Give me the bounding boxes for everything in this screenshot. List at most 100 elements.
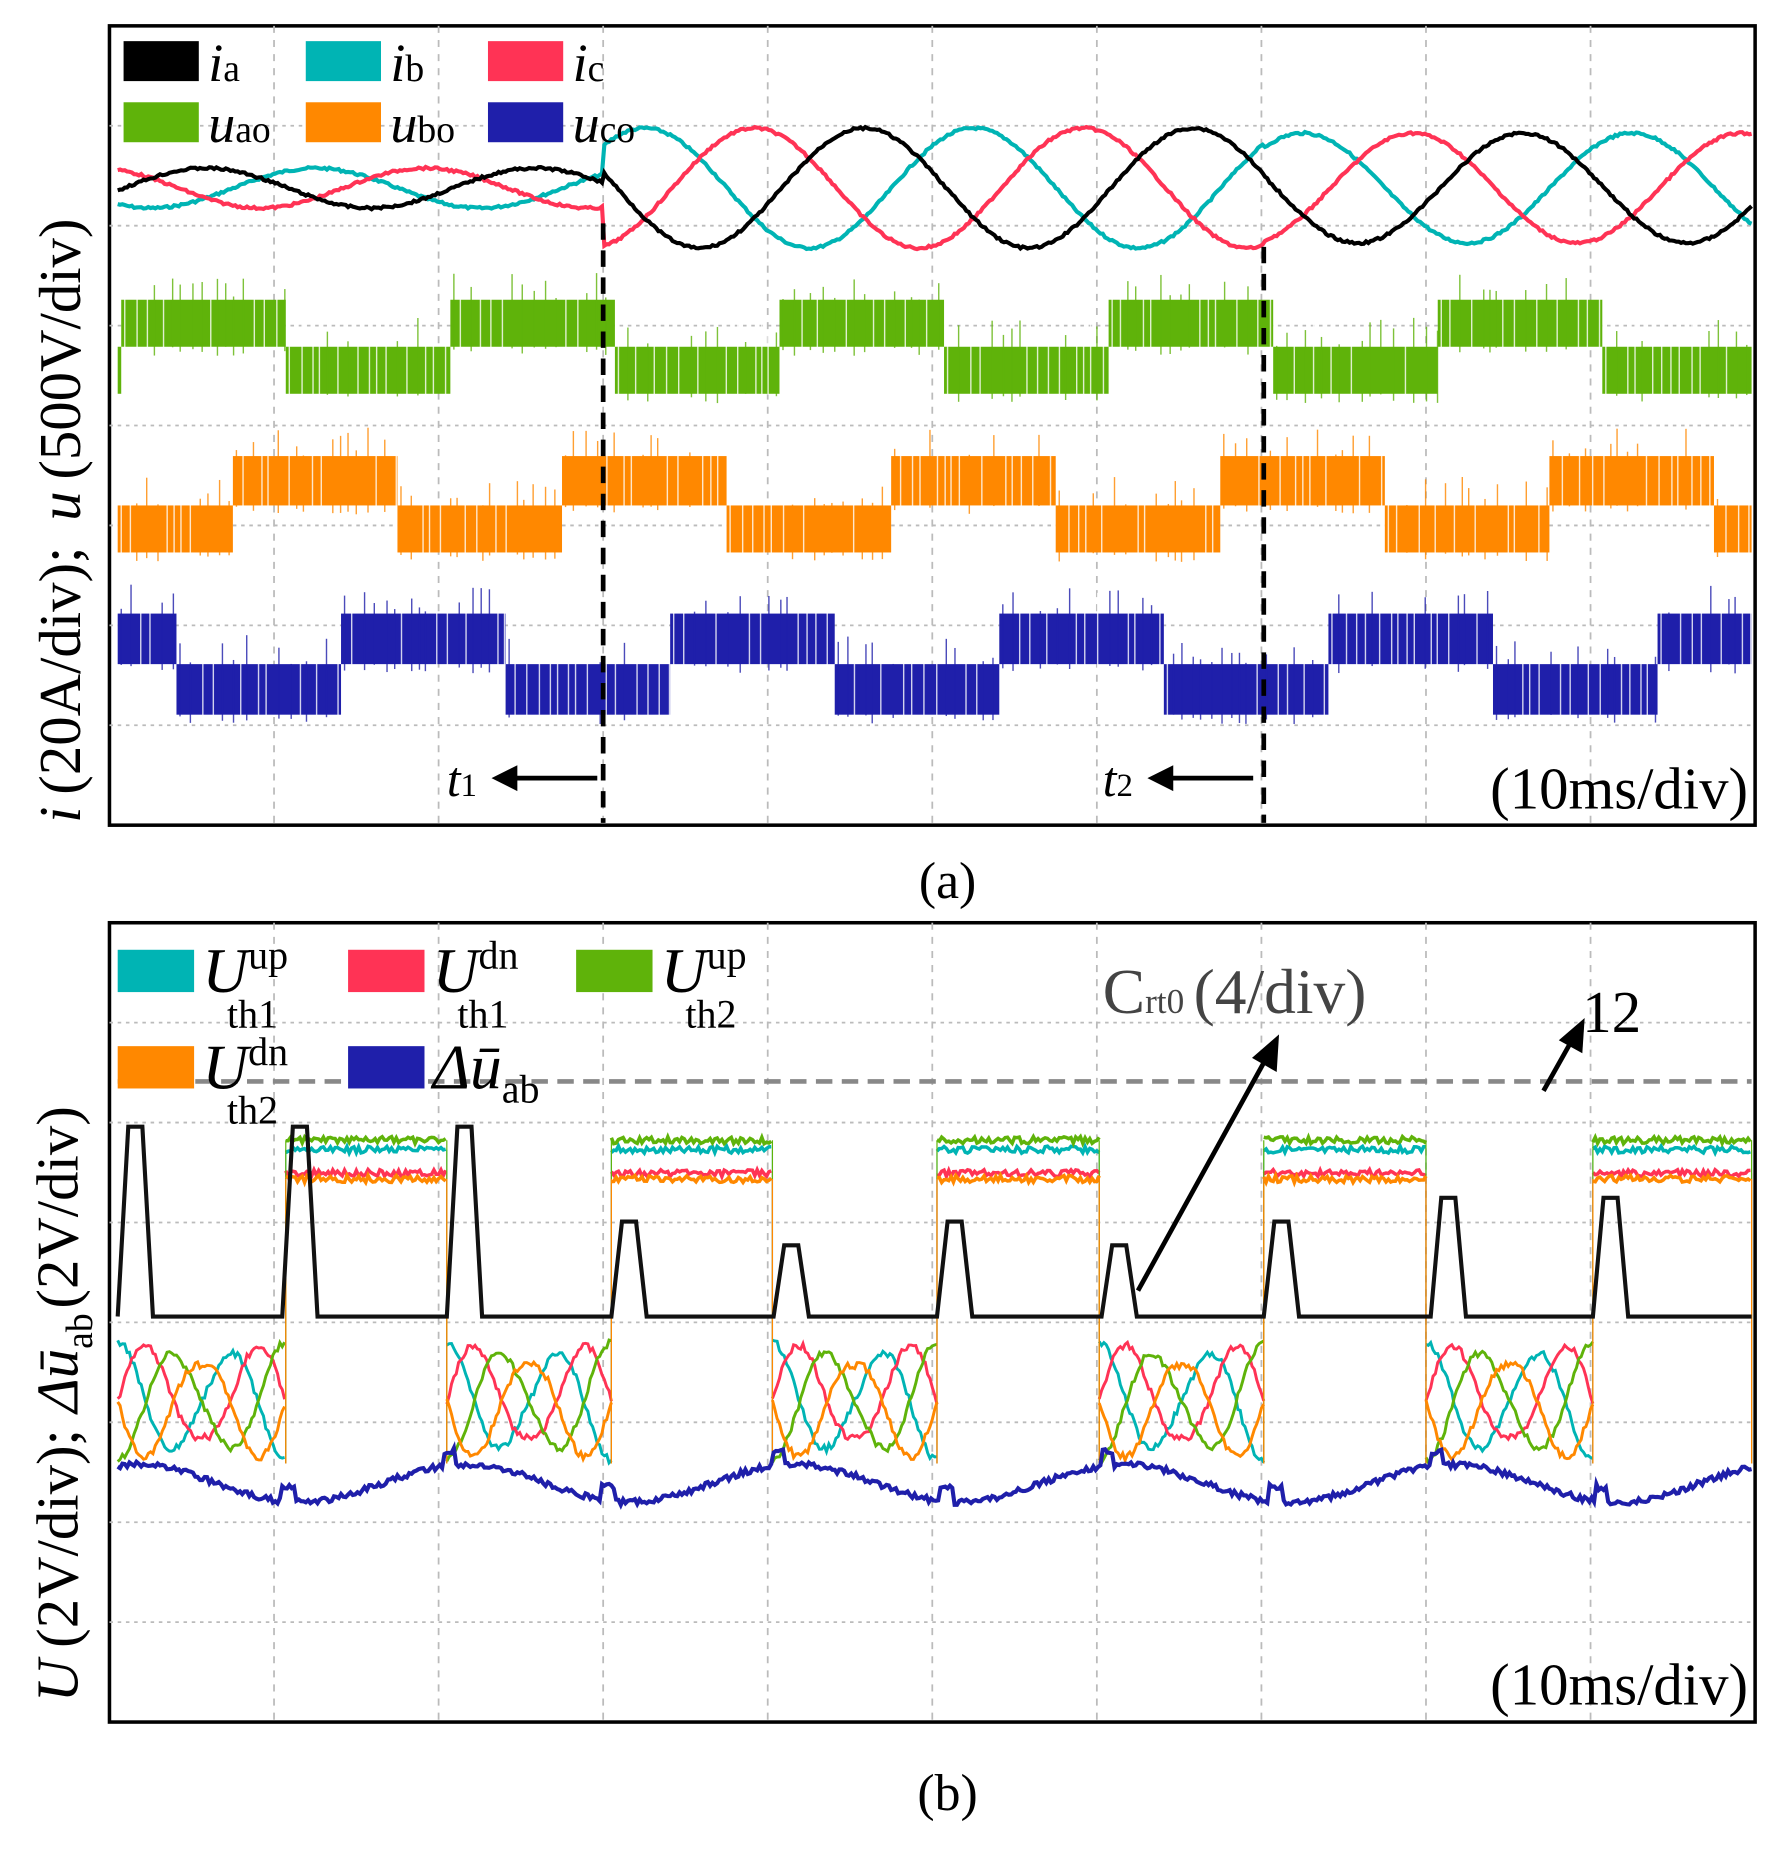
voltage-band: [726, 505, 892, 553]
grid-b: [109, 922, 1756, 1723]
legend-swatch: [487, 102, 564, 143]
legend-swatch: [305, 102, 381, 143]
time-scale-b: (10ms/div): [1490, 1652, 1748, 1717]
threshold-flat: [1591, 1142, 1751, 1158]
voltage-band: [117, 505, 233, 553]
legend-swatch: [123, 102, 199, 143]
crt0-annotation: Crt0 (4/div): [1103, 956, 1367, 1027]
legend-symbol: U: [661, 935, 711, 1006]
threshold-trace-dn-th2: [116, 1170, 1753, 1465]
threshold-flat: [1263, 1132, 1428, 1147]
legend-item-Δūab: Δūab: [348, 1031, 540, 1112]
threshold-crossing: [1424, 1341, 1595, 1466]
legend-swatch: [576, 949, 653, 993]
legend-symbol: U: [202, 1031, 252, 1102]
threshold-crossing: [771, 1360, 939, 1462]
crt0-trace: [115, 1124, 1752, 1319]
legend-label: Δūab: [430, 1031, 540, 1111]
threshold-flat: [1262, 1170, 1428, 1188]
current-trace-c: [117, 124, 1753, 252]
voltage-band: [1657, 613, 1752, 665]
legend-symbol: U: [202, 935, 252, 1006]
legend-symbol: u: [208, 94, 235, 154]
legend-subscript: th2: [685, 991, 736, 1036]
voltage-band: [1602, 346, 1752, 394]
threshold-flat: [936, 1132, 1101, 1148]
legend-superscript: dn: [248, 1029, 288, 1074]
legend-label: ib: [390, 33, 424, 93]
legend-subscript: c: [588, 48, 605, 90]
legend-subscript: b: [405, 48, 424, 90]
threshold-flat: [284, 1165, 448, 1182]
legend-symbol: i: [390, 33, 405, 93]
voltage-band: [999, 613, 1164, 665]
voltage-band: [779, 299, 945, 347]
legend-label: ubo: [390, 94, 455, 154]
legend-symbol: u: [390, 94, 417, 154]
legend-label: Uup th2: [661, 933, 747, 1037]
threshold-crossing: [1424, 1342, 1595, 1442]
level-12-label: 12: [1582, 980, 1641, 1045]
legend-item-ubo: ubo: [305, 94, 455, 154]
voltage-band: [562, 456, 727, 506]
threshold-crossing: [445, 1338, 612, 1462]
voltage-band: [1492, 664, 1658, 715]
legend-subscript: bo: [417, 109, 455, 151]
legend-item-ia: ia: [123, 33, 240, 93]
threshold-flat: [609, 1132, 773, 1148]
threshold-crossing: [1424, 1358, 1595, 1463]
y-axis-label-b: U(2V/div);Δūab(2V/div): [26, 1106, 101, 1702]
t1-arrowhead: [491, 765, 518, 792]
time-scale-a: (10ms/div): [1490, 757, 1748, 822]
voltage-band: [1437, 299, 1603, 347]
threshold-crossing: [1097, 1339, 1265, 1466]
threshold-flat: [1591, 1132, 1752, 1148]
voltage-band: [1328, 613, 1493, 665]
voltage-band: [117, 613, 177, 665]
threshold-flat: [610, 1141, 772, 1158]
legend-label: uco: [573, 94, 636, 154]
legend-item-uco: uco: [487, 94, 636, 154]
level-arrowhead: [1558, 1017, 1585, 1054]
threshold-crossing: [116, 1338, 286, 1463]
threshold-crossing: [771, 1342, 938, 1464]
legend-symbol: U: [433, 935, 483, 1006]
legend-item-ic: ic: [487, 33, 605, 93]
caption-b: (b): [917, 1765, 977, 1822]
legend-superscript: up: [248, 933, 288, 978]
legend-symbol: i: [208, 33, 223, 93]
threshold-flat: [285, 1170, 447, 1188]
du-ab-trace: [116, 1441, 1753, 1510]
legend-item-Udnth1: Udn th1: [348, 933, 519, 1036]
crt0-arrowhead: [1252, 1034, 1280, 1073]
voltage-band: [891, 456, 1056, 506]
legend-label: uao: [208, 94, 271, 154]
legend-swatch: [348, 949, 425, 993]
threshold-crossing: [445, 1341, 613, 1442]
legend-label: ia: [208, 33, 240, 93]
threshold-crossing: [1097, 1339, 1266, 1442]
crt0-arrow: [1135, 1050, 1272, 1292]
threshold-flat: [609, 1165, 772, 1182]
voltage-trace-bo: [117, 426, 1752, 562]
voltage-band: [1273, 346, 1438, 394]
legend-label: ic: [573, 33, 605, 93]
legend-item-uao: uao: [123, 94, 271, 154]
legend-subscript: th1: [457, 991, 508, 1036]
legend-label: Uup th1: [202, 933, 288, 1037]
legend-swatch: [305, 41, 381, 82]
legend-swatch: [487, 41, 564, 82]
threshold-flat: [936, 1165, 1101, 1182]
t1-label: t1: [447, 752, 477, 807]
voltage-band: [232, 456, 398, 506]
legend-symbol: i: [573, 33, 588, 93]
legend-swatch: [123, 41, 199, 82]
threshold-flat: [611, 1172, 773, 1186]
legend-label: Udn th2: [202, 1029, 288, 1133]
legend-subscript: th2: [227, 1088, 278, 1133]
legend-swatch: [117, 1046, 195, 1089]
t2-label: t2: [1103, 752, 1133, 807]
